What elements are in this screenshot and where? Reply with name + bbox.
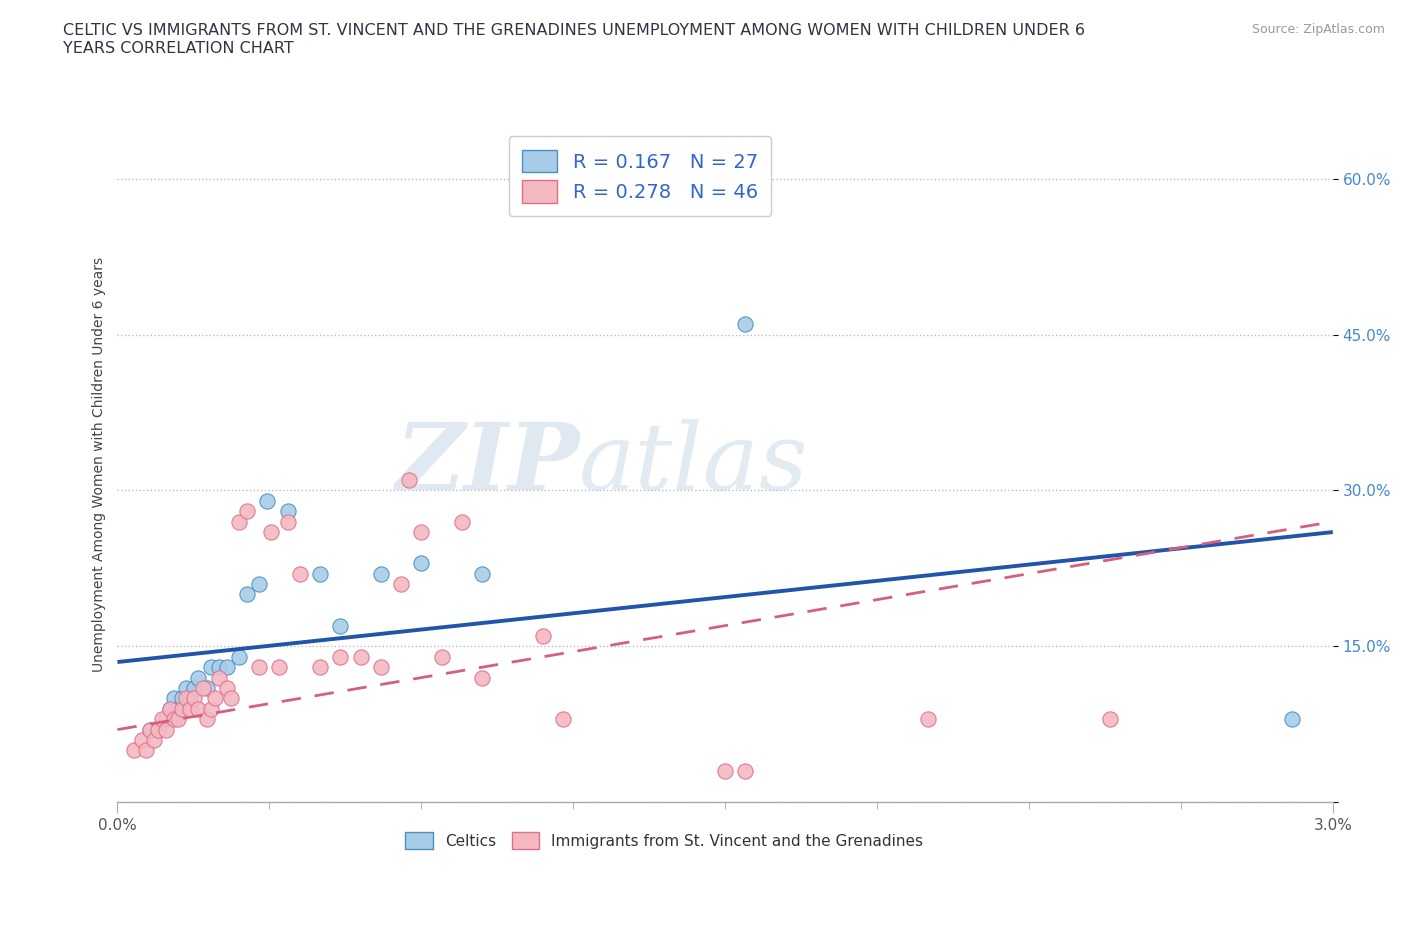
Point bbox=[247, 659, 270, 674]
Point bbox=[329, 649, 352, 664]
Point bbox=[389, 577, 412, 591]
Point bbox=[195, 681, 218, 696]
Point bbox=[150, 711, 173, 726]
Point bbox=[370, 566, 392, 581]
Point bbox=[183, 691, 205, 706]
Text: CELTIC VS IMMIGRANTS FROM ST. VINCENT AND THE GRENADINES UNEMPLOYMENT AMONG WOME: CELTIC VS IMMIGRANTS FROM ST. VINCENT AN… bbox=[63, 23, 1085, 56]
Point bbox=[208, 671, 231, 685]
Point bbox=[450, 514, 472, 529]
Point bbox=[277, 514, 299, 529]
Point bbox=[155, 711, 177, 726]
Point bbox=[167, 701, 190, 716]
Point bbox=[1098, 711, 1121, 726]
Point bbox=[531, 629, 554, 644]
Point bbox=[471, 671, 494, 685]
Point bbox=[131, 733, 153, 748]
Point bbox=[269, 659, 291, 674]
Point bbox=[329, 618, 352, 633]
Point bbox=[256, 494, 278, 509]
Point bbox=[309, 566, 332, 581]
Point bbox=[734, 317, 756, 332]
Point bbox=[551, 711, 574, 726]
Point bbox=[155, 723, 177, 737]
Point bbox=[195, 711, 218, 726]
Point bbox=[163, 691, 186, 706]
Point bbox=[260, 525, 283, 539]
Point bbox=[146, 723, 169, 737]
Point bbox=[309, 659, 332, 674]
Point bbox=[288, 566, 311, 581]
Point bbox=[159, 701, 181, 716]
Text: Source: ZipAtlas.com: Source: ZipAtlas.com bbox=[1251, 23, 1385, 36]
Point bbox=[917, 711, 939, 726]
Point bbox=[236, 504, 259, 519]
Point bbox=[176, 691, 198, 706]
Point bbox=[370, 659, 392, 674]
Point bbox=[200, 701, 222, 716]
Point bbox=[135, 743, 157, 758]
Point bbox=[179, 701, 201, 716]
Point bbox=[247, 577, 270, 591]
Legend: Celtics, Immigrants from St. Vincent and the Grenadines: Celtics, Immigrants from St. Vincent and… bbox=[399, 826, 929, 856]
Point bbox=[236, 587, 259, 602]
Point bbox=[187, 701, 209, 716]
Point bbox=[1281, 711, 1303, 726]
Point bbox=[215, 659, 238, 674]
Point bbox=[172, 691, 194, 706]
Point bbox=[191, 681, 214, 696]
Point bbox=[200, 659, 222, 674]
Point bbox=[734, 764, 756, 778]
Text: atlas: atlas bbox=[579, 419, 808, 510]
Point bbox=[204, 691, 226, 706]
Point bbox=[349, 649, 371, 664]
Point bbox=[187, 671, 209, 685]
Point bbox=[122, 743, 145, 758]
Point bbox=[228, 514, 250, 529]
Point bbox=[228, 649, 250, 664]
Point bbox=[142, 733, 165, 748]
Point bbox=[411, 525, 433, 539]
Point bbox=[430, 649, 453, 664]
Point bbox=[183, 681, 205, 696]
Point bbox=[215, 681, 238, 696]
Point bbox=[159, 701, 181, 716]
Point bbox=[208, 659, 231, 674]
Point bbox=[411, 556, 433, 571]
Point bbox=[219, 691, 242, 706]
Point bbox=[163, 711, 186, 726]
Point bbox=[176, 681, 198, 696]
Point bbox=[398, 472, 420, 487]
Point bbox=[139, 723, 162, 737]
Point bbox=[172, 701, 194, 716]
Point bbox=[167, 711, 190, 726]
Y-axis label: Unemployment Among Women with Children Under 6 years: Unemployment Among Women with Children U… bbox=[93, 257, 107, 672]
Point bbox=[179, 691, 201, 706]
Point bbox=[471, 566, 494, 581]
Point bbox=[139, 723, 162, 737]
Point bbox=[146, 723, 169, 737]
Text: ZIP: ZIP bbox=[395, 419, 579, 510]
Point bbox=[714, 764, 737, 778]
Point bbox=[277, 504, 299, 519]
